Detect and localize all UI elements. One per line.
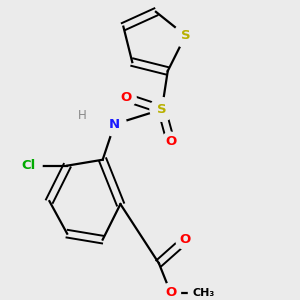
Circle shape: [150, 98, 174, 121]
Circle shape: [176, 230, 195, 249]
Circle shape: [174, 24, 197, 47]
Circle shape: [188, 278, 218, 300]
Text: O: O: [180, 233, 191, 246]
Text: CH₃: CH₃: [192, 288, 214, 298]
Text: S: S: [181, 29, 190, 42]
Circle shape: [117, 88, 136, 107]
Text: O: O: [165, 286, 176, 299]
Text: Cl: Cl: [22, 159, 36, 172]
Text: O: O: [121, 91, 132, 104]
Text: N: N: [109, 118, 120, 131]
Circle shape: [103, 112, 126, 136]
Circle shape: [15, 152, 42, 179]
Circle shape: [161, 283, 181, 300]
Circle shape: [161, 132, 181, 152]
Text: O: O: [165, 136, 176, 148]
Text: S: S: [157, 103, 166, 116]
Text: H: H: [78, 109, 86, 122]
